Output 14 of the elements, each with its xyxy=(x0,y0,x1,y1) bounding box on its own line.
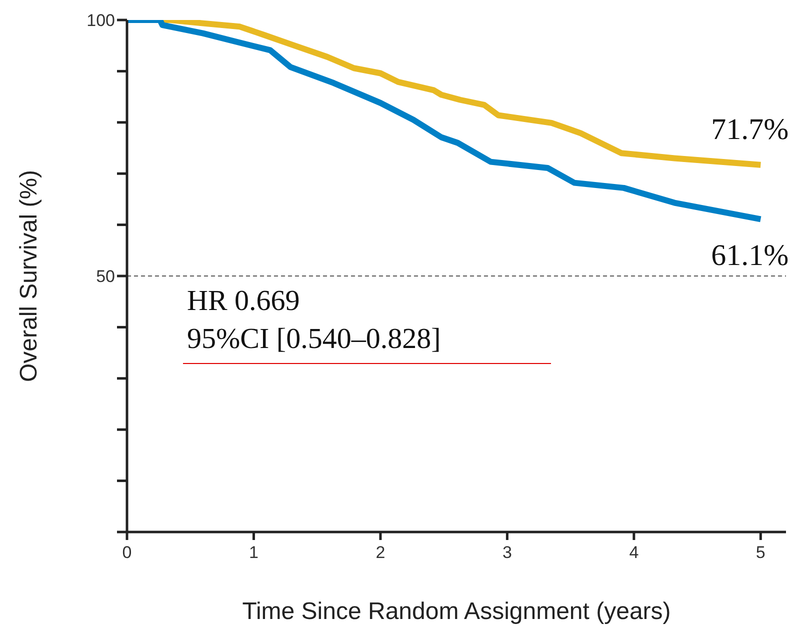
x-tick-label: 4 xyxy=(629,543,639,562)
y-tick-label: 50 xyxy=(96,267,115,286)
annotation: HR 0.669 xyxy=(187,284,301,319)
x-tick-label: 2 xyxy=(376,543,386,562)
annotation: 71.7% xyxy=(711,112,789,146)
x-tick-label: 0 xyxy=(122,543,132,562)
y-tick-label: 100 xyxy=(86,11,115,30)
x-tick-label: 3 xyxy=(502,543,512,562)
y-axis-title: Overall Survival (%) xyxy=(16,170,43,382)
x-tick-label: 5 xyxy=(756,543,766,562)
x-axis-title: Time Since Random Assignment (years) xyxy=(242,598,671,625)
x-tick-label: 1 xyxy=(248,543,258,562)
annotation: 95%CI [0.540–0.828] xyxy=(187,322,441,357)
annotation: 61.1% xyxy=(711,239,789,272)
